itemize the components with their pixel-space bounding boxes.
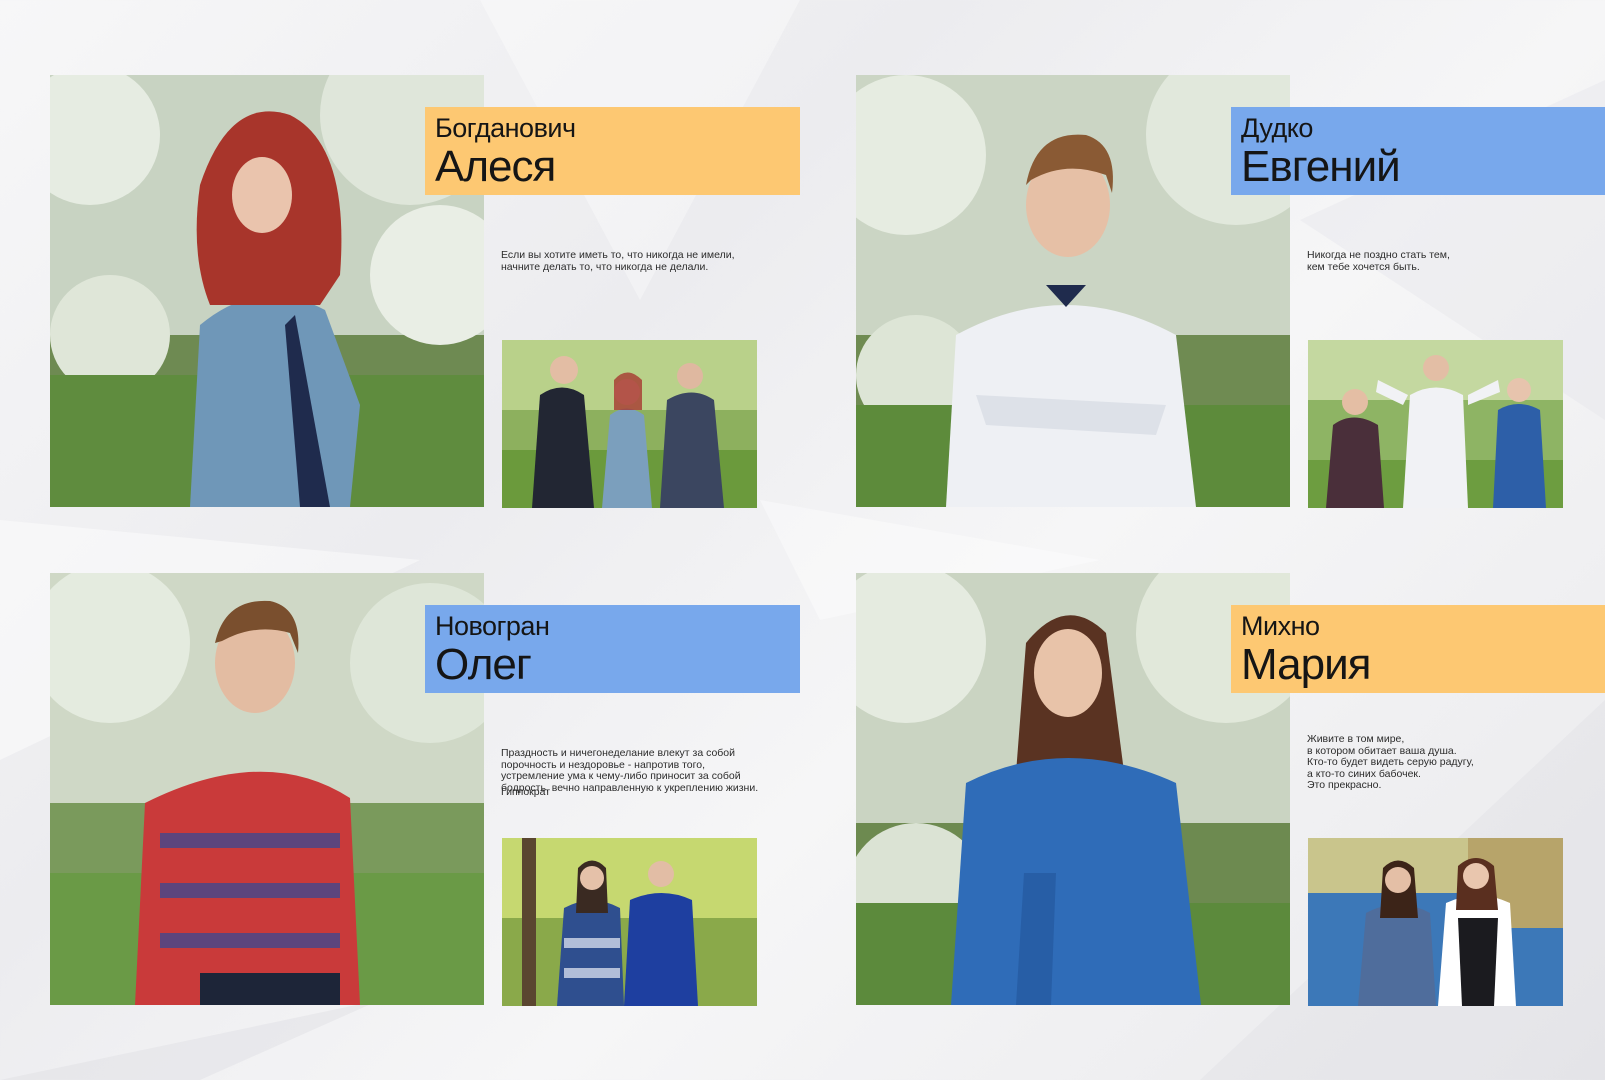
group-photo: [502, 838, 757, 1006]
name-banner: Новогран Олег: [425, 605, 800, 693]
surname-label: Новогран: [435, 611, 550, 641]
quote-text: Праздность и ничегонеделание влекут за с…: [501, 747, 759, 794]
firstname-label: Алеся: [435, 142, 556, 191]
group-photo: [1308, 340, 1563, 508]
name-banner: Богданович Алеся: [425, 107, 800, 195]
portrait-photo: [50, 573, 484, 1005]
name-banner: Дудко Евгений: [1231, 107, 1605, 195]
portrait-photo: [856, 573, 1290, 1005]
firstname-label: Олег: [435, 640, 532, 689]
portrait-photo: [856, 75, 1290, 507]
student-card-1: Богданович Алеся Если вы хотите иметь то…: [50, 75, 810, 508]
student-card-4: Михно Мария Живите в том мире, в котором…: [856, 573, 1605, 1006]
surname-label: Михно: [1241, 611, 1320, 641]
name-banner: Михно Мария: [1231, 605, 1605, 693]
firstname-label: Мария: [1241, 640, 1372, 689]
surname-label: Дудко: [1241, 113, 1313, 143]
group-photo: [502, 340, 757, 508]
portrait-photo: [50, 75, 484, 507]
group-photo: [1308, 838, 1563, 1006]
student-card-3: Новогран Олег Праздность и ничегонеделан…: [50, 573, 810, 1006]
firstname-label: Евгений: [1241, 142, 1401, 191]
surname-label: Богданович: [435, 113, 576, 143]
quote-text: Никогда не поздно стать тем, кем тебе хо…: [1307, 249, 1450, 273]
quote-text: Если вы хотите иметь то, что никогда не …: [501, 249, 735, 273]
student-card-2: Дудко Евгений Никогда не поздно стать те…: [856, 75, 1605, 508]
quote-text: Живите в том мире, в котором обитает ваш…: [1307, 733, 1474, 791]
quote-author: Гиппократ: [501, 786, 551, 798]
